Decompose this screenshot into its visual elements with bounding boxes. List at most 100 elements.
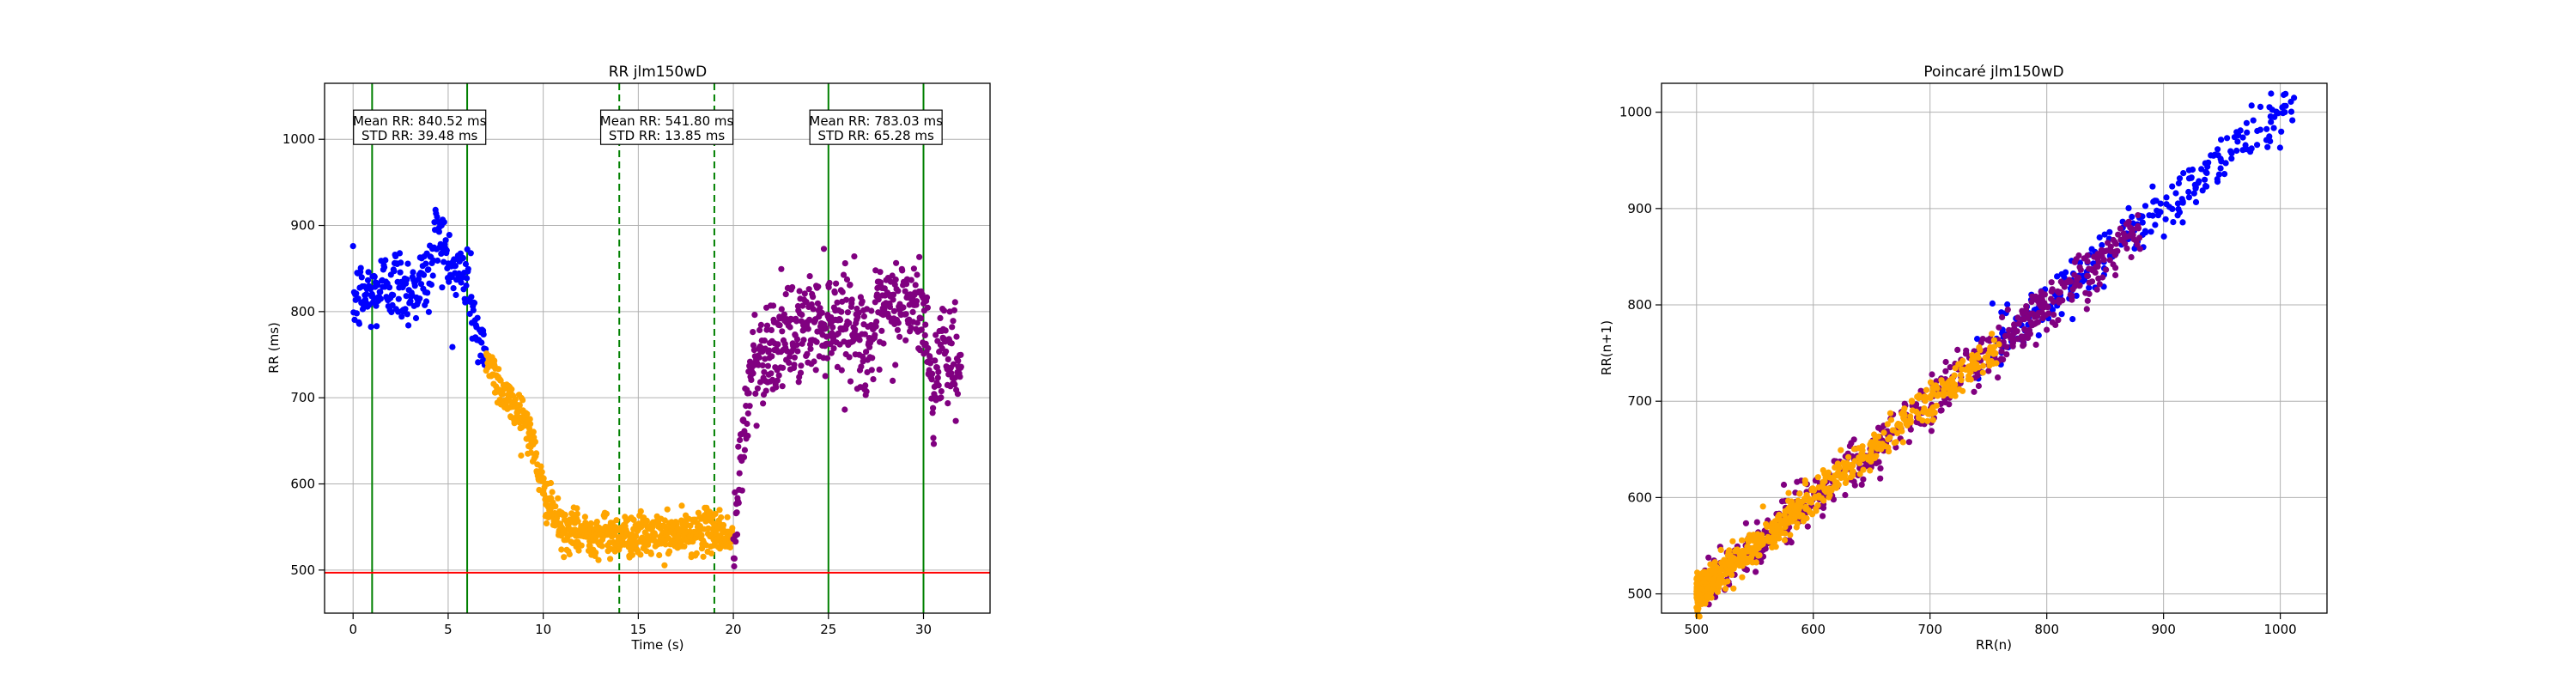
poincare-point: [2136, 234, 2143, 241]
rr-point: [793, 342, 800, 349]
poincare-point: [2174, 212, 2181, 219]
rr-point: [633, 532, 640, 540]
rr-point: [860, 313, 868, 319]
rr-point: [875, 296, 882, 303]
rr-point: [873, 319, 880, 325]
rr-point: [467, 250, 474, 257]
poincare-point: [1922, 398, 1929, 404]
rr-point: [566, 550, 573, 558]
rr-point: [810, 294, 817, 301]
rr-point: [678, 502, 685, 509]
poincare-point: [2199, 187, 2206, 194]
poincare-point: [1785, 489, 1792, 496]
rr-point: [718, 514, 725, 521]
poincare-point: [1908, 398, 1916, 404]
poincare-point: [2123, 221, 2129, 228]
poincare-x-axis-label: RR(n): [1976, 637, 2012, 653]
poincare-point: [1745, 548, 1752, 555]
poincare-point: [2139, 219, 2146, 226]
poincare-point: [2002, 332, 2008, 339]
rr-point: [773, 384, 780, 391]
poincare-point: [2076, 282, 2083, 289]
rr-point: [435, 228, 442, 235]
poincare-point: [1785, 497, 1792, 504]
rr-point: [787, 353, 793, 360]
rr-point: [404, 260, 411, 267]
poincare-point: [1821, 487, 1828, 494]
poincare-point: [2009, 343, 2016, 350]
rr-point: [841, 338, 848, 345]
rr-point: [833, 280, 840, 287]
rr-point: [890, 307, 897, 314]
rr-point: [815, 283, 822, 290]
poincare-point: [2050, 311, 2057, 319]
rr-point: [846, 354, 853, 361]
rr-point: [775, 372, 782, 379]
rr-point: [768, 370, 775, 377]
poincare-point: [1947, 364, 1953, 371]
poincare-point: [2180, 170, 2187, 177]
rr-point: [929, 370, 936, 377]
poincare-point: [1979, 362, 1987, 369]
rr-point: [693, 550, 700, 557]
rr-point: [745, 390, 752, 397]
poincare-point: [2020, 343, 2026, 350]
rr-point: [613, 517, 620, 524]
std-rr-text: STD RR: 65.28 ms: [817, 128, 934, 143]
rr-point: [420, 271, 428, 278]
rr-point: [910, 265, 917, 272]
rr-point: [666, 548, 673, 555]
poincare-point: [2222, 160, 2229, 167]
poincare-point: [2215, 146, 2221, 153]
rr-point: [951, 307, 957, 313]
poincare-point: [2084, 297, 2091, 304]
rr-point: [607, 556, 614, 562]
rr-point: [753, 423, 760, 429]
rr-point: [844, 309, 852, 316]
poincare-point: [1951, 372, 1958, 379]
poincare-point: [1886, 434, 1893, 441]
poincare-point: [1814, 502, 1821, 509]
rr-point: [716, 507, 723, 514]
poincare-point: [1927, 394, 1934, 401]
poincare-point: [1985, 368, 1992, 374]
rr-point: [459, 254, 467, 262]
poincare-point: [1949, 380, 1956, 386]
poincare-point: [2049, 319, 2056, 325]
rr-point: [526, 416, 533, 423]
poincare-point: [1859, 451, 1866, 458]
rr-point: [892, 277, 899, 283]
poincare-point: [1704, 593, 1711, 600]
poincare-point: [1729, 538, 1736, 544]
rr-point: [841, 260, 848, 267]
rr-point: [776, 322, 783, 329]
poincare-point: [1881, 443, 1889, 450]
rr-point: [943, 348, 950, 355]
rr-point: [724, 514, 731, 520]
poincare-point: [1989, 300, 1996, 307]
rr-point: [934, 374, 941, 381]
rr-point: [950, 361, 957, 368]
poincare-point: [2179, 199, 2186, 206]
rr-point: [592, 549, 599, 556]
poincare-point: [1701, 578, 1708, 585]
rr-point: [738, 487, 745, 494]
rr-point: [826, 279, 833, 287]
rr-plot-frame: [324, 82, 991, 614]
poincare-point: [2162, 216, 2169, 222]
rr-point: [735, 500, 742, 507]
poincare-point: [2264, 143, 2271, 150]
poincare-point: [2123, 245, 2130, 252]
rr-point: [814, 300, 822, 307]
rr-point: [903, 281, 910, 288]
poincare-point: [2112, 271, 2119, 279]
poincare-point: [1987, 344, 1994, 350]
rr-point: [468, 294, 475, 301]
poincare-point: [2129, 213, 2136, 221]
std-rr-text: STD RR: 13.85 ms: [609, 128, 726, 143]
rr-point: [661, 562, 668, 568]
rr-point: [917, 315, 924, 322]
poincare-point: [1821, 471, 1828, 477]
rr-point: [914, 271, 920, 278]
rr-point: [942, 327, 949, 334]
